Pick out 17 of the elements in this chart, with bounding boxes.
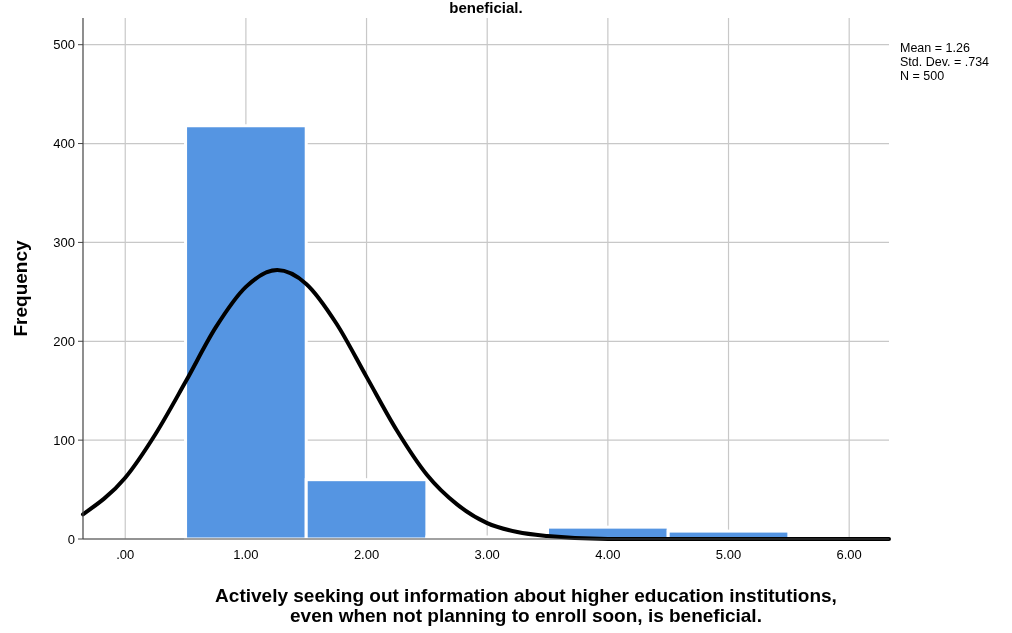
x-tick-label: 4.00 <box>595 547 621 562</box>
x-tick-label: 1.00 <box>233 547 259 562</box>
x-tick-label: 5.00 <box>715 547 742 562</box>
x-tick-label: 2.00 <box>353 547 380 562</box>
x-axis-title: Actively seeking out information about higher education institutions, even when not planning to enroll soon, is beneficial. <box>215 585 837 626</box>
y-tick-label: 500 <box>53 37 75 53</box>
y-tick-label: 100 <box>53 432 75 448</box>
chart-title: beneficial. <box>449 0 523 16</box>
y-tick-label: 200 <box>53 333 75 349</box>
y-tick-label: 0 <box>67 531 75 547</box>
x-tick-label: 3.00 <box>474 547 500 562</box>
y-tick-label: 400 <box>53 136 75 152</box>
x-tick-label: 6.00 <box>836 547 862 562</box>
y-axis-title: Frequency <box>10 240 31 337</box>
text: Mean = 1.26 Std. Dev. = .734 N = 500 <box>900 41 990 83</box>
x-tick-label: .00 <box>116 547 135 562</box>
y-tick-label: 300 <box>53 234 75 250</box>
